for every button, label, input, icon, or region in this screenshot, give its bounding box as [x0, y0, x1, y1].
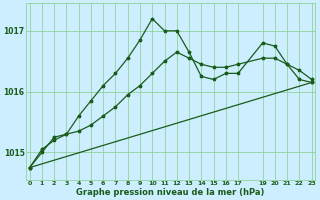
X-axis label: Graphe pression niveau de la mer (hPa): Graphe pression niveau de la mer (hPa) [76, 188, 265, 197]
